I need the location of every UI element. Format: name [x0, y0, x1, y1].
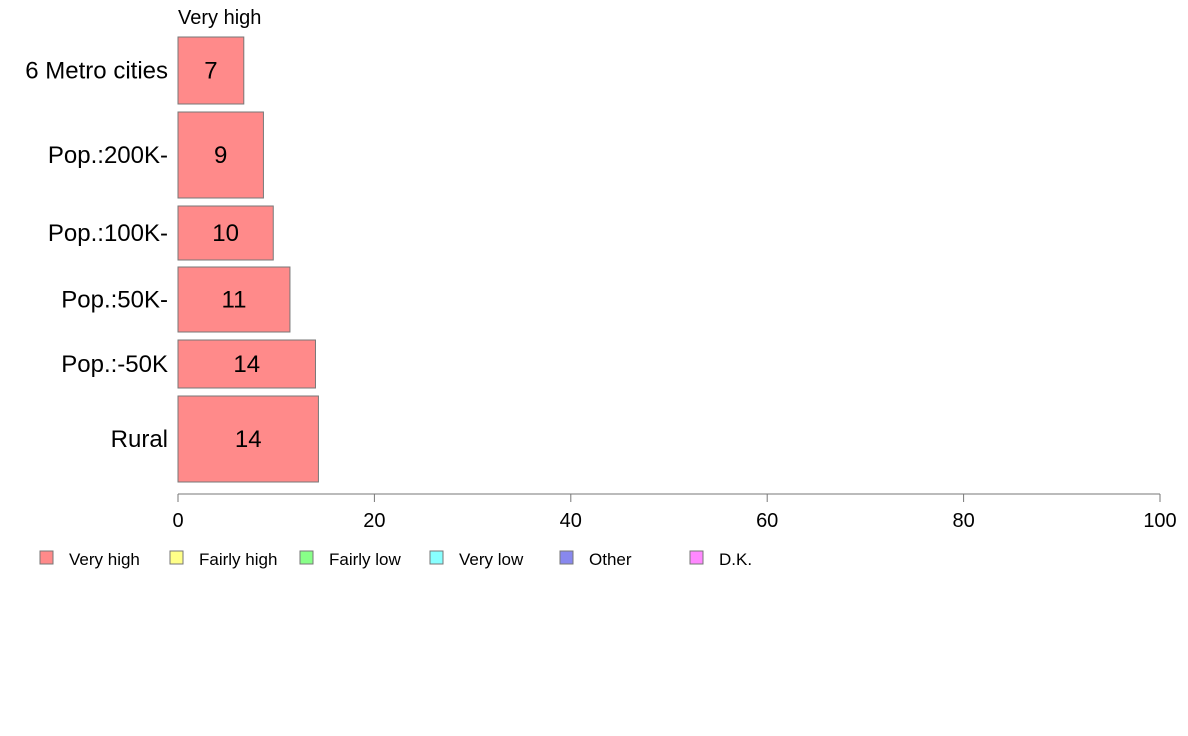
category-label: Pop.:100K- — [48, 220, 168, 247]
bar-value-label: 11 — [222, 287, 247, 314]
x-tick-label: 60 — [756, 510, 778, 532]
x-axis: 0 20 40 60 80 100 — [172, 493, 1177, 532]
x-tick-label: 20 — [363, 510, 385, 532]
bar — [177, 339, 316, 389]
legend-swatch — [39, 550, 54, 565]
legend-swatch — [429, 550, 444, 565]
legend-swatch — [559, 550, 574, 565]
legend-swatch — [299, 550, 314, 565]
x-tick-label: 100 — [1143, 510, 1176, 532]
legend-label: D.K. — [719, 550, 752, 569]
category-label: 6 Metro cities — [25, 58, 168, 85]
bar — [177, 111, 264, 199]
bar — [177, 395, 319, 483]
bar-value-label: 10 — [212, 220, 239, 247]
legend: Very high Fairly high Fairly low Very low Ot… — [39, 550, 752, 569]
legend-label: Fairly high — [199, 550, 277, 569]
legend-label: Fairly low — [329, 550, 402, 569]
bars-group: 7 6 Metro cities 9 Pop.:200K- 10 Pop.:100K- 11… — [25, 36, 319, 483]
bar — [177, 205, 274, 261]
category-label: Pop.:-50K — [61, 351, 168, 378]
legend-label: Very low — [459, 550, 524, 569]
series-header: Very high — [178, 7, 261, 29]
bar-value-label: 14 — [233, 351, 260, 378]
category-label: Rural — [111, 426, 168, 453]
legend-label: Very high — [69, 550, 140, 569]
bar-value-label: 7 — [204, 58, 217, 85]
x-tick-label: 40 — [560, 510, 582, 532]
category-label: Pop.:200K- — [48, 142, 168, 169]
x-tick-label: 0 — [172, 510, 183, 532]
category-label: Pop.:50K- — [61, 287, 168, 314]
bar — [177, 266, 291, 333]
bar-value-label: 14 — [235, 426, 262, 453]
bar-value-label: 9 — [214, 142, 227, 169]
x-tick-label: 80 — [952, 510, 974, 532]
legend-swatch — [689, 550, 704, 565]
legend-swatch — [169, 550, 184, 565]
bar — [177, 36, 245, 105]
legend-label: Other — [589, 550, 632, 569]
